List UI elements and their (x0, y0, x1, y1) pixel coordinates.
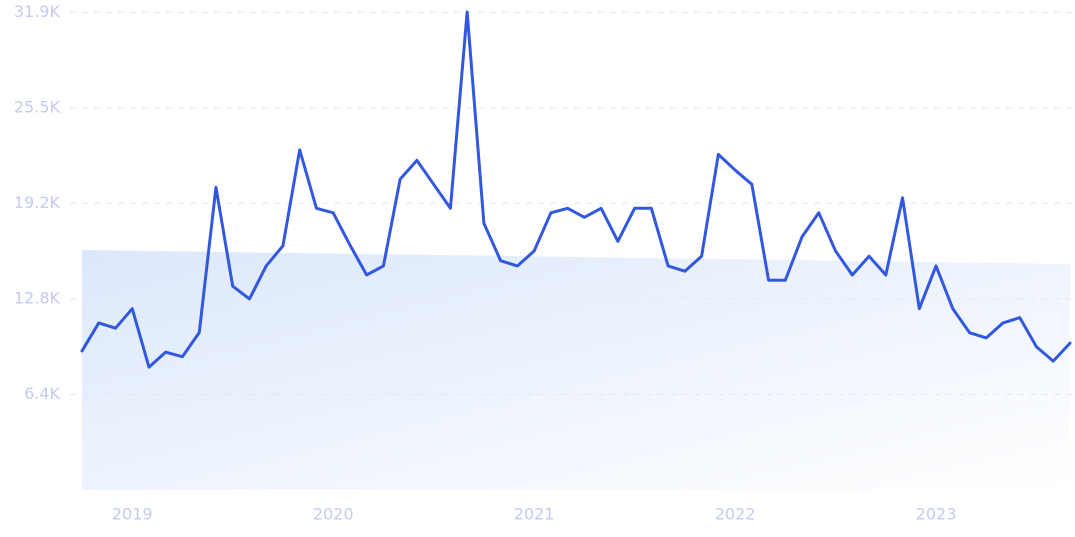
trend-band (82, 250, 1070, 490)
y-tick-label: 25.5K (14, 97, 61, 116)
y-tick-label: 6.4K (24, 384, 60, 403)
y-tick-label: 19.2K (14, 193, 61, 212)
x-tick-label: 2020 (313, 505, 354, 524)
y-tick-label: 31.9K (14, 2, 61, 21)
x-tick-label: 2023 (916, 505, 957, 524)
y-tick-label: 12.8K (14, 288, 61, 307)
x-tick-label: 2021 (514, 505, 555, 524)
data-line (80, 10, 1072, 369)
x-tick-label: 2019 (112, 505, 153, 524)
x-tick-label: 2022 (715, 505, 756, 524)
